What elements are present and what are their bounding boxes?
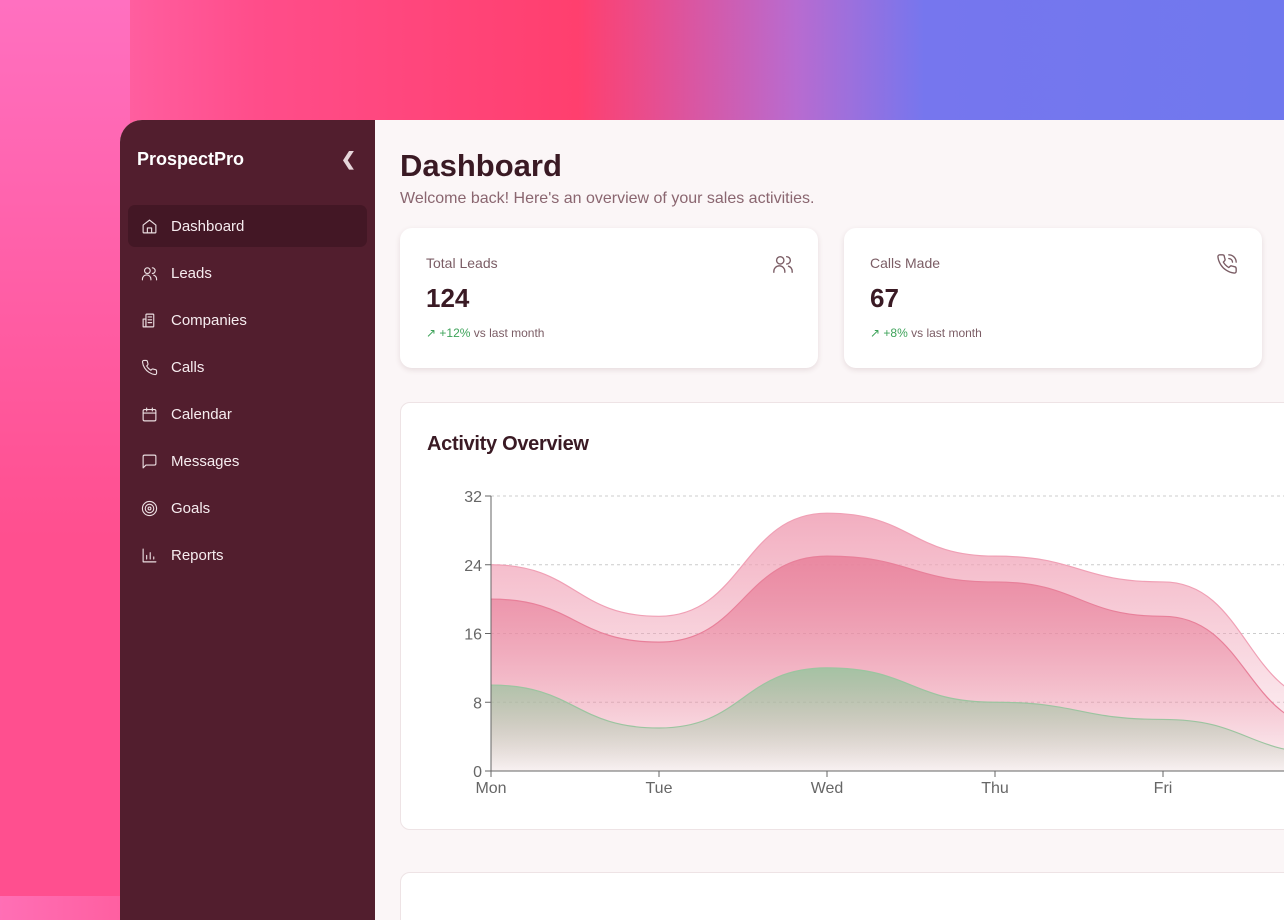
- stat-label: Total Leads: [426, 255, 498, 271]
- x-tick-label: Thu: [981, 780, 1009, 797]
- activity-overview-card: Activity Overview 0 8 16 24 32 Mon Tue Wed Thu Fr…: [400, 402, 1284, 830]
- sidebar-item-calendar[interactable]: Calendar: [128, 393, 367, 435]
- message-icon: [142, 454, 157, 468]
- activity-chart: 08162432MonTueWedThuFriSat: [464, 489, 1284, 797]
- x-tick-label: Wed: [811, 780, 844, 797]
- y-tick-label: 8: [473, 695, 482, 712]
- sidebar-item-calls[interactable]: Calls: [128, 346, 367, 388]
- stat-suffix: vs last month: [911, 326, 982, 340]
- y-tick-label: 32: [464, 489, 482, 506]
- brand-logo: ProspectPro: [137, 148, 245, 169]
- stat-card-total-leads: Total Leads 124 ↗ +12% vs last month: [400, 228, 818, 368]
- stat-suffix: vs last month: [473, 326, 545, 340]
- bar-chart-icon: [142, 548, 157, 562]
- chevron-left-icon[interactable]: ❮: [340, 148, 356, 169]
- background: [0, 0, 130, 896]
- users-icon: [141, 266, 158, 280]
- sidebar-item-label: Calendar: [171, 405, 232, 423]
- stat-change: +8%: [883, 326, 908, 340]
- app-window: ProspectPro ❮ Dashboard Leads Companies Call…: [120, 120, 1284, 920]
- stat-card-calls-made: Calls Made 67 ↗ +8% vs last month: [844, 228, 1262, 368]
- sidebar-item-label: Messages: [171, 452, 240, 470]
- area-series-2: [491, 667, 1284, 771]
- sidebar-item-label: Calls: [171, 358, 205, 376]
- calendar-icon: [142, 407, 157, 421]
- x-tick-label: Tue: [646, 780, 673, 797]
- page-title: Dashboard: [400, 148, 562, 183]
- stat-value: 124: [426, 283, 470, 313]
- stat-trend: ↗ +8% vs last month: [870, 326, 1236, 340]
- stat-value: 67: [870, 283, 899, 313]
- y-tick-label: 16: [464, 627, 482, 644]
- home-icon: [142, 219, 157, 233]
- secondary-card: [400, 872, 1284, 920]
- chart-title: Activity Overview: [427, 433, 589, 455]
- line-series-1: [490, 555, 1284, 714]
- trend-up-icon: ↗: [870, 326, 881, 340]
- page-subtitle: Welcome back! Here's an overview of your…: [400, 190, 815, 207]
- sidebar-item-label: Reports: [171, 546, 224, 564]
- sidebar-item-messages[interactable]: Messages: [128, 440, 367, 482]
- sidebar-item-dashboard[interactable]: Dashboard: [128, 205, 367, 247]
- y-tick-label: 0: [473, 764, 482, 781]
- sidebar-item-label: Companies: [171, 311, 247, 329]
- sidebar-item-goals[interactable]: Goals: [128, 487, 367, 529]
- sidebar-nav: Dashboard Leads Companies Calls Calendar Mess…: [128, 205, 367, 576]
- sidebar-item-label: Goals: [171, 499, 211, 517]
- x-tick-label: Fri: [1154, 780, 1173, 797]
- trend-up-icon: ↗: [426, 326, 437, 340]
- target-icon: [141, 500, 158, 516]
- sidebar-item-leads[interactable]: Leads: [128, 252, 367, 294]
- stat-trend: ↗ +12% vs last month: [426, 326, 792, 340]
- building-icon: [142, 313, 155, 327]
- sidebar-item-label: Dashboard: [171, 217, 245, 235]
- sidebar-item-reports[interactable]: Reports: [128, 534, 367, 576]
- sidebar-item-label: Leads: [171, 264, 212, 282]
- stat-change: +12%: [439, 326, 471, 340]
- main-content: Dashboard Welcome back! Here's an overvi…: [375, 120, 1284, 920]
- stat-label: Calls Made: [870, 255, 941, 271]
- line-series-0: [490, 512, 1284, 687]
- sidebar-item-companies[interactable]: Companies: [128, 299, 367, 341]
- y-tick-label: 24: [464, 558, 482, 575]
- users-icon: [773, 255, 793, 273]
- phone-call-icon: [1217, 254, 1237, 274]
- sidebar: ProspectPro ❮ Dashboard Leads Companies Call…: [120, 120, 375, 920]
- line-series-2: [490, 667, 1284, 750]
- phone-icon: [141, 359, 158, 375]
- x-tick-label: Mon: [475, 780, 506, 797]
